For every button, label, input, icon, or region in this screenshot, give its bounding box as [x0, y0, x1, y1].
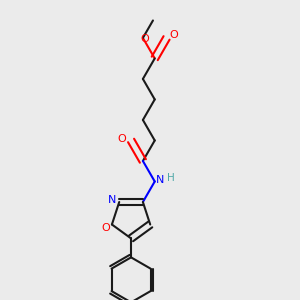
Text: O: O [140, 34, 149, 44]
Text: O: O [169, 30, 178, 40]
Text: N: N [156, 175, 165, 185]
Text: N: N [108, 195, 116, 206]
Text: O: O [118, 134, 127, 144]
Text: O: O [102, 223, 111, 233]
Text: H: H [167, 173, 175, 183]
